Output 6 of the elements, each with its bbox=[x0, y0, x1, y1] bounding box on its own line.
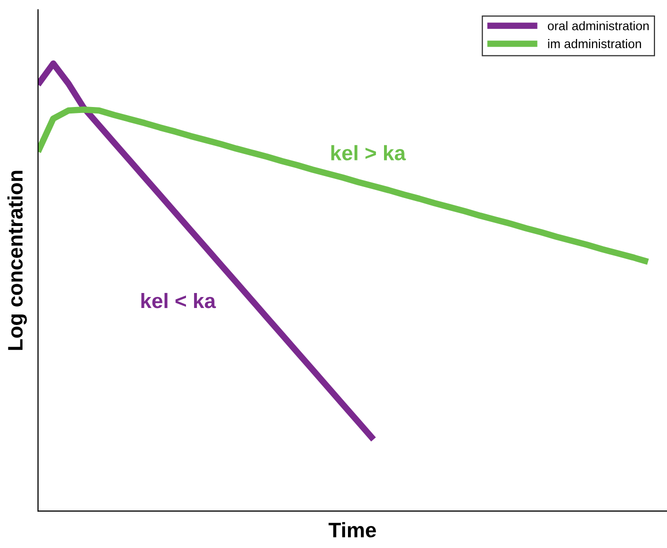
annotation: kel < ka bbox=[141, 292, 216, 308]
annotation: kel > ka bbox=[331, 145, 406, 160]
legend-label: oral administration bbox=[548, 21, 649, 30]
y-axis-title: Log concentration bbox=[7, 170, 27, 350]
x-axis-title: Time bbox=[328, 522, 376, 538]
legend-label: im administration bbox=[548, 39, 641, 48]
